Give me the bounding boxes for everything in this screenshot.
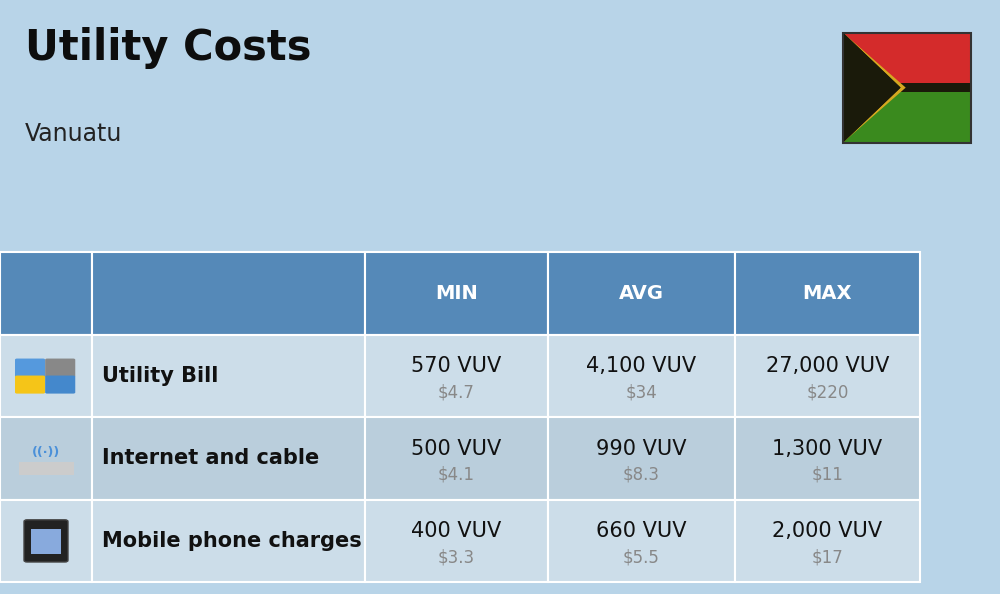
- Text: $8.3: $8.3: [623, 466, 660, 484]
- Text: $4.1: $4.1: [438, 466, 475, 484]
- Text: $5.5: $5.5: [623, 548, 660, 567]
- FancyBboxPatch shape: [45, 359, 75, 377]
- Text: $220: $220: [806, 384, 849, 402]
- FancyBboxPatch shape: [92, 335, 365, 417]
- FancyBboxPatch shape: [735, 252, 920, 335]
- Polygon shape: [843, 33, 901, 143]
- FancyBboxPatch shape: [92, 417, 365, 500]
- Text: $3.3: $3.3: [438, 548, 475, 567]
- FancyBboxPatch shape: [15, 359, 45, 377]
- Text: MIN: MIN: [435, 284, 478, 303]
- FancyBboxPatch shape: [843, 33, 971, 87]
- FancyBboxPatch shape: [843, 83, 971, 92]
- Text: ((·)): ((·)): [32, 446, 60, 459]
- Text: 4,100 VUV: 4,100 VUV: [586, 356, 697, 376]
- FancyBboxPatch shape: [548, 252, 735, 335]
- FancyBboxPatch shape: [0, 500, 92, 582]
- FancyBboxPatch shape: [18, 462, 74, 475]
- Text: 1,300 VUV: 1,300 VUV: [772, 438, 883, 459]
- FancyBboxPatch shape: [365, 500, 548, 582]
- FancyBboxPatch shape: [0, 417, 92, 500]
- Polygon shape: [843, 33, 901, 143]
- FancyBboxPatch shape: [365, 335, 548, 417]
- Text: $17: $17: [812, 548, 843, 567]
- Text: Utility Costs: Utility Costs: [25, 27, 312, 69]
- FancyBboxPatch shape: [0, 335, 92, 417]
- Polygon shape: [843, 33, 906, 143]
- FancyBboxPatch shape: [548, 335, 735, 417]
- FancyBboxPatch shape: [92, 252, 365, 335]
- Text: Internet and cable: Internet and cable: [102, 448, 319, 469]
- Text: Vanuatu: Vanuatu: [25, 122, 122, 146]
- Text: 660 VUV: 660 VUV: [596, 521, 687, 541]
- Text: 27,000 VUV: 27,000 VUV: [766, 356, 889, 376]
- Text: 400 VUV: 400 VUV: [411, 521, 502, 541]
- FancyBboxPatch shape: [548, 417, 735, 500]
- FancyBboxPatch shape: [15, 375, 45, 394]
- Text: $11: $11: [812, 466, 843, 484]
- Text: Utility Bill: Utility Bill: [102, 366, 218, 386]
- FancyBboxPatch shape: [735, 417, 920, 500]
- FancyBboxPatch shape: [45, 375, 75, 394]
- Text: $34: $34: [626, 384, 657, 402]
- FancyBboxPatch shape: [735, 500, 920, 582]
- FancyBboxPatch shape: [24, 520, 68, 562]
- FancyBboxPatch shape: [365, 252, 548, 335]
- Text: 2,000 VUV: 2,000 VUV: [772, 521, 883, 541]
- FancyBboxPatch shape: [735, 335, 920, 417]
- Text: MAX: MAX: [803, 284, 852, 303]
- Text: 570 VUV: 570 VUV: [411, 356, 502, 376]
- FancyBboxPatch shape: [92, 500, 365, 582]
- FancyBboxPatch shape: [31, 529, 61, 554]
- FancyBboxPatch shape: [365, 417, 548, 500]
- Text: 990 VUV: 990 VUV: [596, 438, 687, 459]
- FancyBboxPatch shape: [548, 500, 735, 582]
- Text: $4.7: $4.7: [438, 384, 475, 402]
- Text: 500 VUV: 500 VUV: [411, 438, 502, 459]
- FancyBboxPatch shape: [843, 87, 971, 143]
- FancyBboxPatch shape: [0, 252, 92, 335]
- Text: AVG: AVG: [619, 284, 664, 303]
- Text: Mobile phone charges: Mobile phone charges: [102, 531, 362, 551]
